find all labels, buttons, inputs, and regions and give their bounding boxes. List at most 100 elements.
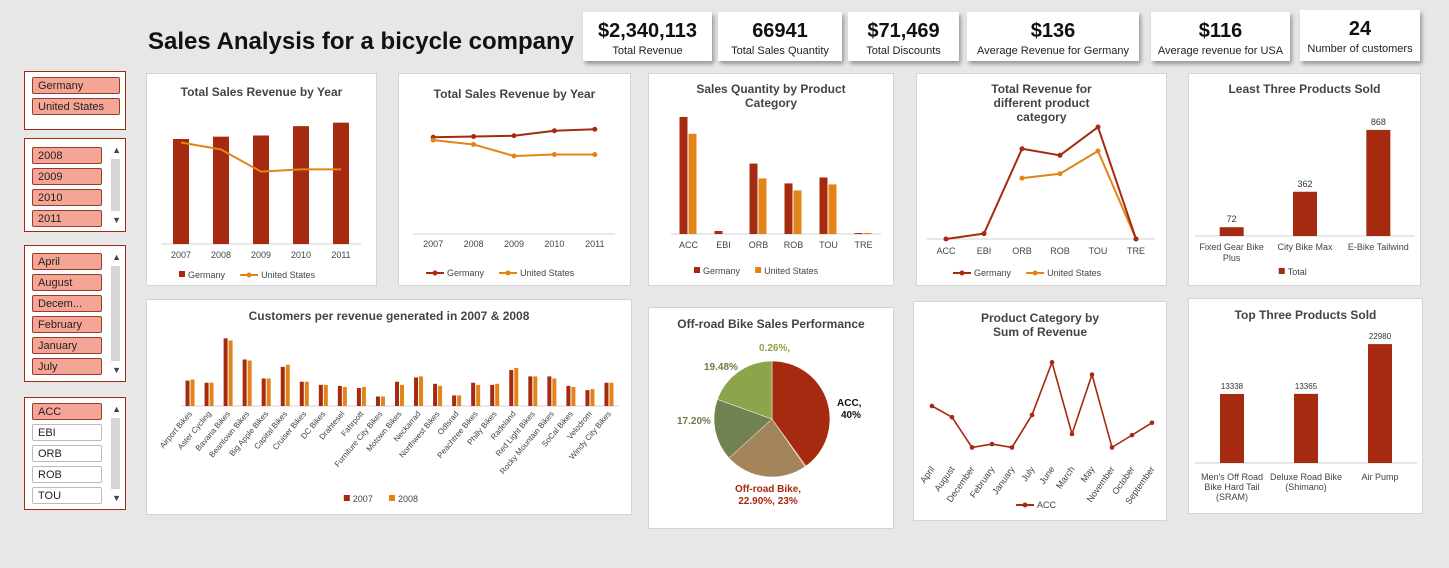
x-tick-label: TRE <box>855 240 873 250</box>
x-tick-label: March <box>1054 464 1077 490</box>
chart-panel-c5: 72 362 868 Fixed Gear Bike Plus City Bike Max… <box>1188 73 1421 286</box>
bar-2007 <box>509 370 514 406</box>
legend-label: Germany <box>188 270 226 280</box>
pie-label-orb: Off-road Bike, <box>735 484 801 495</box>
x-tick-label: 2010 <box>291 250 311 260</box>
scrollbar[interactable] <box>111 159 120 211</box>
slicer-item-2010[interactable]: 2010 <box>32 189 102 206</box>
legend-label: 2007 <box>353 494 373 504</box>
slicer-item-2009[interactable]: 2009 <box>32 168 102 185</box>
bar-2007 <box>566 385 571 406</box>
point-acc <box>1149 420 1155 426</box>
chart-title: Total Sales Revenue by Year <box>433 87 596 101</box>
slicer-item-august[interactable]: August <box>32 274 102 291</box>
chart-title: Sales Quantity by Product Category <box>696 82 846 110</box>
bar-germany <box>293 126 309 244</box>
slicer-item-orb[interactable]: ORB <box>32 445 102 462</box>
line-united-states <box>180 141 341 173</box>
x-tick-label: ACC <box>936 246 956 256</box>
x-tick-label: City Bike Max <box>1277 242 1333 252</box>
bar-2008 <box>266 378 271 406</box>
kpi-card: 66941 Total Sales Quantity <box>718 12 842 61</box>
scroll-up-icon[interactable]: ▲ <box>112 145 121 155</box>
chart-svg-c2: 2007 2008 2009 2010 2011 Germany United States <box>413 126 615 278</box>
kpi-label: Total Discounts <box>866 45 941 57</box>
point-germany <box>981 231 987 237</box>
bar-united-states <box>688 133 697 234</box>
slicer-item-july[interactable]: July <box>32 358 102 375</box>
slicer-item-2011[interactable]: 2011 <box>32 210 102 227</box>
chart-svg-c5: 72 362 868 Fixed Gear Bike Plus City Bike Max… <box>1195 117 1415 277</box>
pie-label-rob: 17.20% <box>677 416 711 427</box>
x-tick-label: 2011 <box>331 250 350 260</box>
chart-svg-c1: 2007 2008 2009 2010 2011 Germany United States <box>161 122 361 280</box>
slicer-item-acc[interactable]: ACC <box>32 403 102 420</box>
bar-united-states <box>758 178 767 234</box>
bar-2007 <box>490 384 495 406</box>
scroll-up-icon[interactable]: ▲ <box>112 252 121 262</box>
bar-2007 <box>471 382 476 406</box>
bar-2008 <box>342 386 347 406</box>
scroll-down-icon[interactable]: ▼ <box>112 493 121 503</box>
slicer-item-germany[interactable]: Germany <box>32 77 120 94</box>
legend-swatch <box>179 271 185 277</box>
x-tick-label: EBI <box>716 240 731 250</box>
x-tick-label: Men's Off Road Bike Hard Tail (SRAM) <box>1201 472 1263 502</box>
kpi-label: Total Revenue <box>612 45 683 57</box>
chart-panel-c8: April August December February January July Ju… <box>913 301 1167 521</box>
bar-2008 <box>533 376 538 406</box>
pie-label-tre: 0.26%, <box>759 343 790 354</box>
pie-label-tou: 19.48% <box>704 362 738 373</box>
bar-germany <box>854 233 863 234</box>
data-label: 72 <box>1227 214 1237 224</box>
line-germany <box>945 125 1137 240</box>
slicer-item-2008[interactable]: 2008 <box>32 147 102 164</box>
slicer-item-january[interactable]: January <box>32 337 102 354</box>
x-tick-label: ACC <box>679 240 699 250</box>
bar-united-states <box>863 233 872 234</box>
point-united-states <box>1019 175 1025 181</box>
kpi-value: $71,469 <box>867 20 940 42</box>
kpi-card: $2,340,113 Total Revenue <box>583 12 712 61</box>
slicer-item-decem-[interactable]: Decem... <box>32 295 102 312</box>
bar-2007 <box>547 376 552 406</box>
slicer-category: ACC EBI ORB ROB TOU ▲ ▼ <box>24 397 126 510</box>
legend-label: Total <box>1288 267 1307 277</box>
bar-germany <box>784 183 793 234</box>
scroll-down-icon[interactable]: ▼ <box>112 365 121 375</box>
slicer-item-tou[interactable]: TOU <box>32 487 102 504</box>
bar-2008 <box>590 389 595 406</box>
point-germany <box>471 134 477 139</box>
x-tick-label: July <box>1019 464 1037 483</box>
bar-total <box>1220 393 1244 463</box>
legend-swatch <box>755 267 762 273</box>
x-tick-label: April <box>918 464 937 484</box>
slicer-item-february[interactable]: February <box>32 316 102 333</box>
scroll-up-icon[interactable]: ▲ <box>112 404 121 414</box>
kpi-value: 66941 <box>752 20 808 42</box>
scrollbar[interactable] <box>111 418 120 489</box>
scrollbar[interactable] <box>111 266 120 361</box>
bar-2008 <box>380 396 385 406</box>
point-germany <box>511 133 517 139</box>
bar-2008 <box>495 383 500 406</box>
slicer-item-ebi[interactable]: EBI <box>32 424 102 441</box>
bar-2008 <box>190 379 195 406</box>
slicer-item-united-states[interactable]: United States <box>32 98 120 115</box>
bar-2007 <box>318 384 323 406</box>
slicer-item-rob[interactable]: ROB <box>32 466 102 483</box>
kpi-card: $136 Average Revenue for Germany <box>967 12 1139 61</box>
point-united-states <box>430 137 436 143</box>
bar-total <box>1368 344 1392 463</box>
chart-title: Total Sales Revenue by Year <box>180 85 343 99</box>
kpi-card: 24 Number of customers <box>1300 10 1420 61</box>
point-united-states <box>551 152 557 158</box>
data-label: 13338 <box>1221 382 1244 391</box>
point-acc <box>989 441 995 447</box>
scroll-down-icon[interactable]: ▼ <box>112 215 121 225</box>
point-acc <box>1089 372 1095 377</box>
slicer-item-april[interactable]: April <box>32 253 102 270</box>
point-germany <box>592 126 598 132</box>
point-germany <box>551 128 557 134</box>
